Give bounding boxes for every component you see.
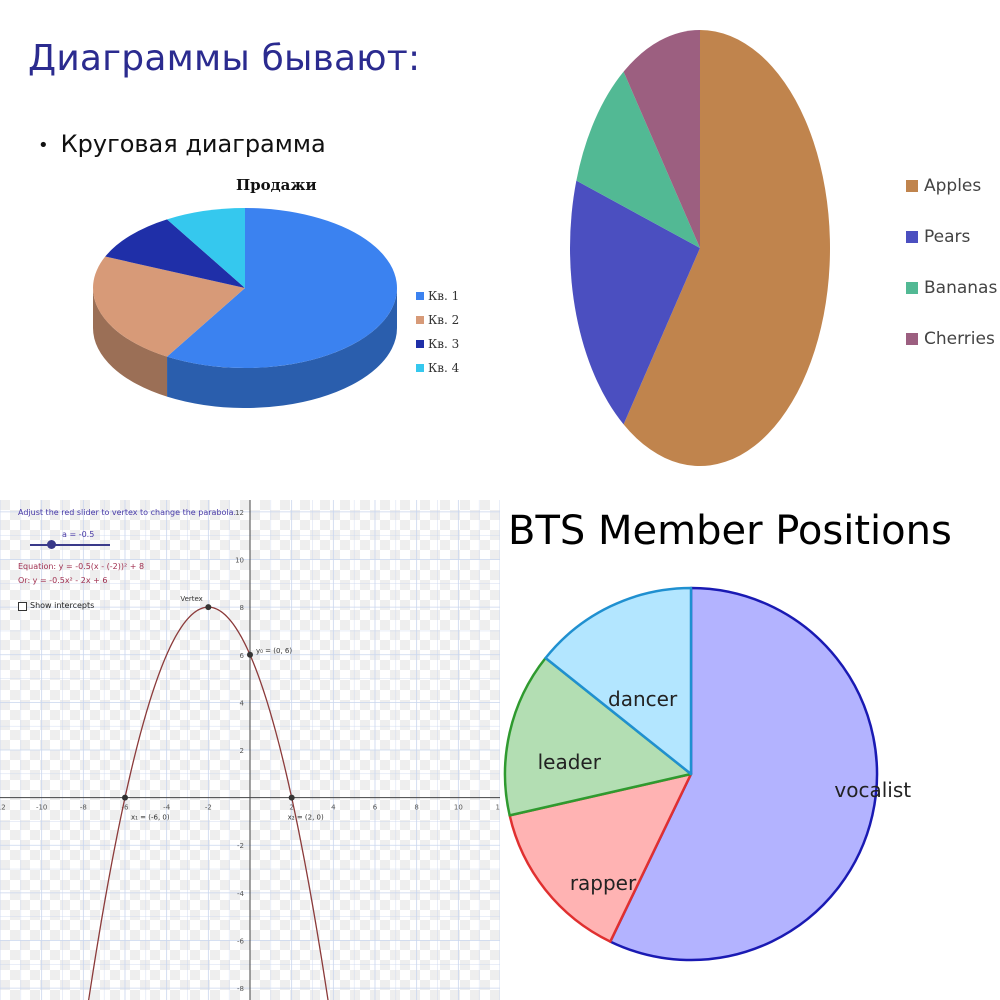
point-marker[interactable] — [247, 651, 253, 658]
legend-label: Pears — [924, 226, 971, 247]
x-tick-label: -12 — [0, 804, 6, 812]
bts-pie-panel: BTS Member Positions vocalist rapper leade… — [500, 500, 1000, 1000]
legend-swatch — [416, 340, 424, 348]
x-tick-label: 2 — [289, 804, 293, 812]
legend-swatch — [906, 179, 918, 192]
bts-chart-title: BTS Member Positions — [508, 508, 952, 554]
legend-swatch — [906, 332, 918, 345]
y-tick-label: 10 — [235, 557, 244, 565]
x-tick-label: -4 — [163, 804, 171, 812]
pie3d-chart — [93, 208, 397, 408]
x-tick-label: 6 — [373, 804, 378, 812]
1-legend-item: Cherries — [906, 313, 997, 364]
bullet-item: • Круговая диаграмма — [38, 130, 326, 158]
fruit-pie-legend: Apples Pears Bananas Cherries — [906, 160, 997, 364]
legend-label: Cherries — [924, 328, 995, 349]
legend-swatch — [906, 230, 918, 243]
point-marker[interactable] — [205, 604, 212, 611]
slide-title: Диаграммы бывают: — [28, 38, 421, 79]
y-tick-label: 12 — [235, 509, 244, 517]
pie3d-legend: Кв. 1 Кв. 2 Кв. 3 Кв. 4 — [416, 284, 459, 380]
equation-standard-form: Or: y = -0.5x² - 2x + 6 — [18, 576, 108, 585]
legend-label: Кв. 2 — [428, 313, 460, 327]
legend-label: Кв. 3 — [428, 337, 460, 351]
0-legend-item: Кв. 4 — [416, 356, 459, 380]
bts-slice-label: rapper — [570, 871, 637, 895]
pie3d-slice-2 — [105, 219, 245, 288]
fruit-pie-slice-1 — [570, 180, 700, 425]
bts-pie-slice-rapper — [508, 772, 693, 943]
y-tick-label: -2 — [237, 842, 244, 850]
x-tick-label: 12 — [496, 804, 500, 812]
parabola-graph: -12 -10 -8 -6 -4 -2 2 4 6 8 10 12 12 10 8 6 4 2 -2 -4 -6 -8 Ve… — [0, 500, 500, 1000]
point-label: Vertex — [180, 595, 203, 603]
y-tick-label: 8 — [240, 604, 244, 612]
bts-slice-label: vocalist — [834, 778, 911, 802]
bts-slice-label: dancer — [608, 687, 678, 711]
x-tick-label: 8 — [414, 804, 418, 812]
x-tick-label: -2 — [205, 804, 212, 812]
y-tick-label: -6 — [237, 937, 245, 945]
y-tick-label: 6 — [240, 652, 245, 660]
x-tick-label: -6 — [122, 804, 130, 812]
point-marker[interactable] — [288, 794, 295, 801]
legend-swatch — [906, 281, 918, 294]
pie3d-slice-1 — [93, 256, 245, 357]
fruit-pie-chart — [570, 30, 830, 466]
bts-pie-slice-vocalist — [609, 586, 879, 962]
bts-pie-slice-leader — [503, 656, 693, 817]
slider-track[interactable] — [30, 544, 110, 546]
pie3d-side-1 — [93, 288, 168, 397]
x-tick-label: -8 — [80, 804, 87, 812]
0-legend-item: Кв. 2 — [416, 308, 459, 332]
legend-swatch — [416, 316, 424, 324]
legend-swatch — [416, 292, 424, 300]
intercepts-checkbox[interactable] — [18, 602, 27, 611]
legend-label: Bananas — [924, 277, 998, 298]
bullet-text: Круговая диаграмма — [60, 130, 326, 158]
bts-pie-slice-dancer — [544, 586, 693, 776]
1-legend-item: Pears — [906, 211, 997, 262]
fruit-pie-slice-2 — [576, 71, 700, 248]
point-label: x₂ = (2, 0) — [288, 814, 324, 822]
0-legend-item: Кв. 1 — [416, 284, 459, 308]
pie3d-slice-3 — [167, 208, 245, 288]
fruit-pie-slice-0 — [623, 30, 830, 466]
intercepts-checkbox-label: Show intercepts — [30, 601, 95, 610]
fruit-pie-panel — [500, 0, 1000, 500]
slider-label: a = -0.5 — [62, 530, 95, 539]
bts-pie-chart: vocalist rapper leader dancer — [503, 586, 911, 962]
pie-title: Продажи — [236, 176, 317, 194]
legend-label: Кв. 4 — [428, 361, 460, 375]
bts-slice-label: leader — [538, 750, 602, 774]
1-legend-item: Apples — [906, 160, 997, 211]
0-legend-item: Кв. 3 — [416, 332, 459, 356]
1-legend-item: Bananas — [906, 262, 997, 313]
pie3d-slice-0 — [167, 208, 397, 368]
point-label: y₀ = (0, 6) — [256, 647, 292, 655]
x-tick-label: 4 — [331, 804, 336, 812]
point-label: x₁ = (-6, 0) — [131, 814, 170, 822]
x-tick-label: -10 — [36, 804, 47, 812]
slider-handle[interactable] — [47, 540, 56, 549]
legend-label: Apples — [924, 175, 982, 196]
y-tick-label: -4 — [237, 890, 245, 898]
y-tick-label: -8 — [237, 985, 244, 993]
legend-label: Кв. 1 — [428, 289, 460, 303]
x-tick-label: 10 — [454, 804, 463, 812]
fruit-pie-slice-3 — [623, 30, 700, 248]
slide-panel: Диаграммы бывают: • Круговая диаграмма Пр… — [0, 0, 500, 500]
parabola-panel: -12 -10 -8 -6 -4 -2 2 4 6 8 10 12 12 10 8 6 4 2 -2 -4 -6 -8 Ve… — [0, 500, 500, 1000]
bullet-dot-icon: • — [38, 134, 49, 156]
equation-vertex-form: Equation: y = -0.5(x - (-2))² + 8 — [18, 562, 145, 571]
pie3d-side-0 — [167, 288, 397, 408]
y-tick-label: 4 — [240, 699, 245, 707]
point-marker[interactable] — [122, 794, 128, 801]
instruction-text: Adjust the red slider to vertex to chang… — [18, 508, 237, 517]
legend-swatch — [416, 364, 424, 372]
y-tick-label: 2 — [240, 747, 244, 755]
